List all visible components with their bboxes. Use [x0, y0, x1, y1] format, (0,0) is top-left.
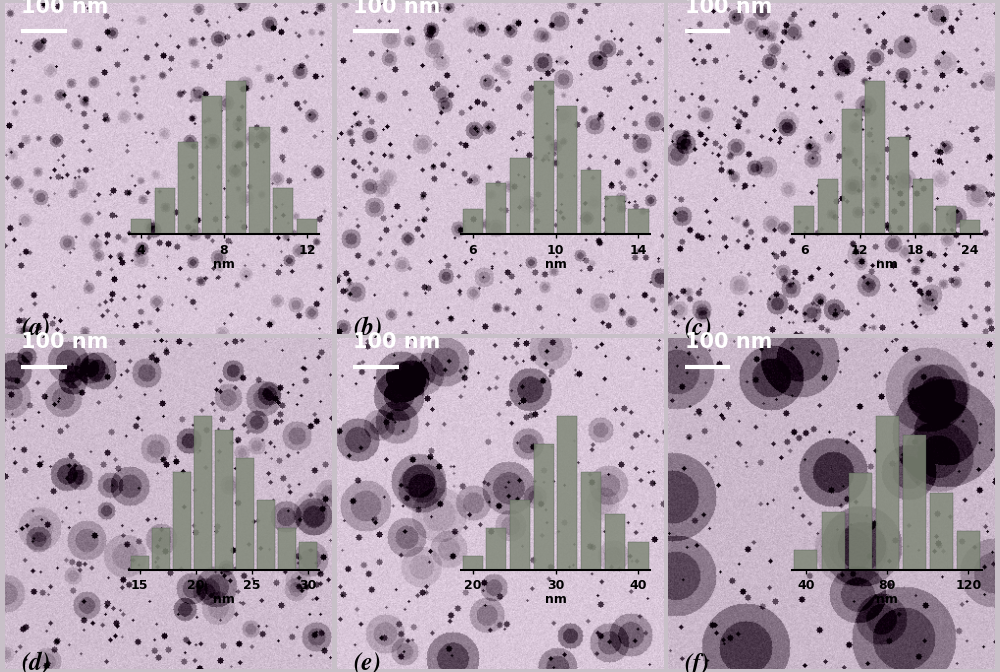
- Text: 100 nm: 100 nm: [685, 332, 772, 351]
- Text: (d): (d): [21, 652, 51, 672]
- Text: (a): (a): [21, 317, 51, 341]
- Text: (b): (b): [353, 317, 382, 341]
- Text: 100 nm: 100 nm: [353, 0, 440, 17]
- Text: 100 nm: 100 nm: [353, 332, 440, 351]
- Text: 100 nm: 100 nm: [685, 0, 772, 17]
- Text: (f): (f): [685, 652, 710, 672]
- Text: (c): (c): [685, 317, 712, 341]
- Text: (e): (e): [353, 652, 381, 672]
- Text: 100 nm: 100 nm: [21, 0, 109, 17]
- Text: 100 nm: 100 nm: [21, 332, 109, 351]
